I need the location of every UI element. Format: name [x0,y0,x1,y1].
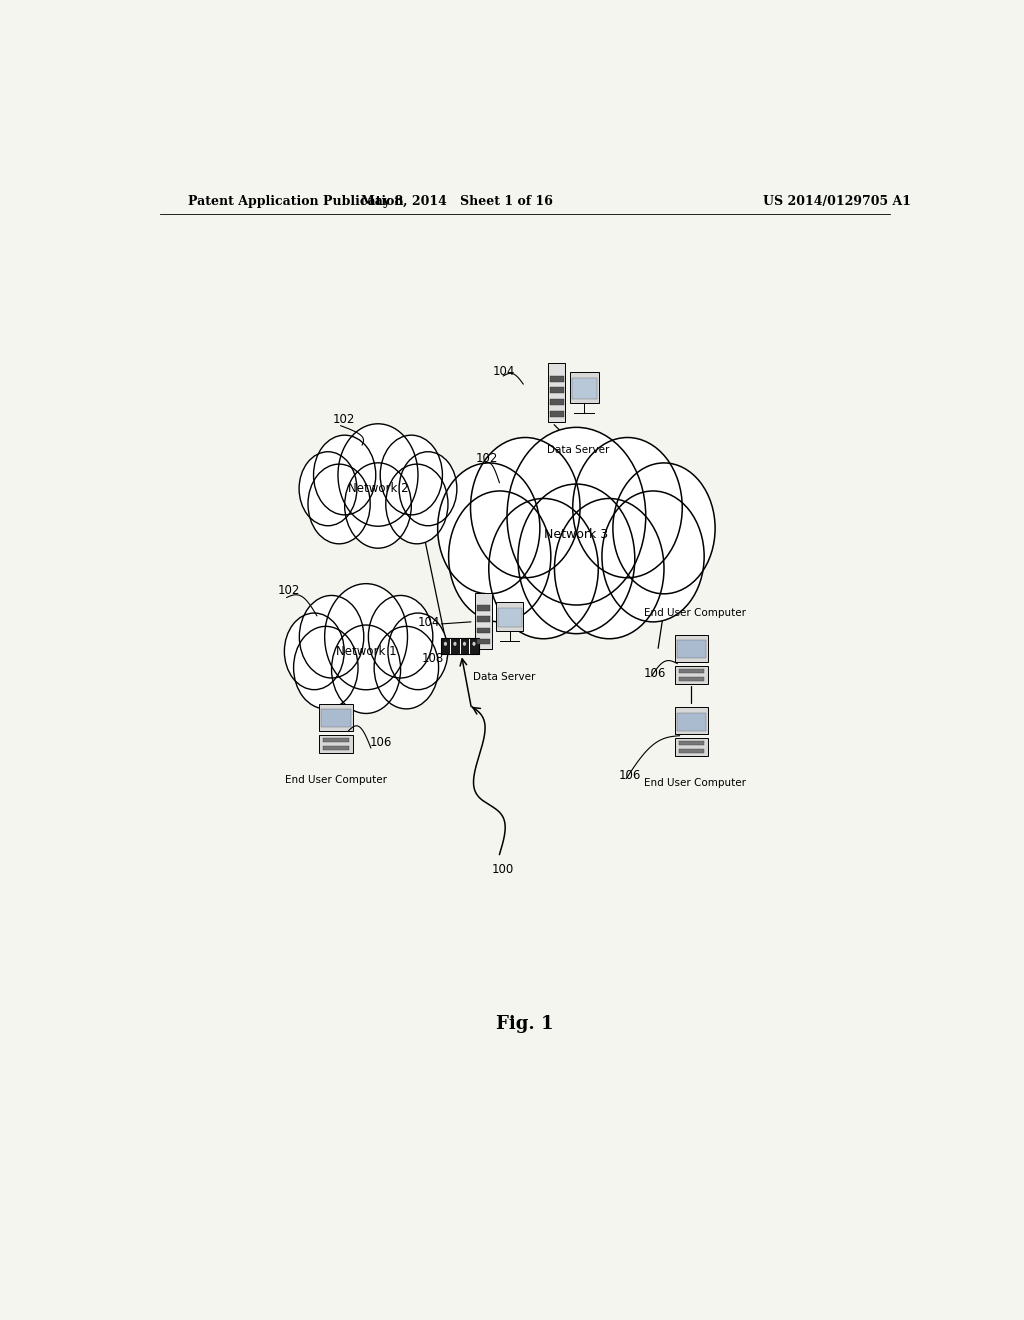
Circle shape [507,428,646,605]
Text: May 8, 2014   Sheet 1 of 16: May 8, 2014 Sheet 1 of 16 [361,194,553,207]
Text: Network 1: Network 1 [336,645,396,657]
Text: Data Server: Data Server [547,445,609,455]
FancyBboxPatch shape [477,605,489,611]
FancyBboxPatch shape [497,602,523,631]
Circle shape [454,642,457,645]
Circle shape [285,612,344,689]
FancyBboxPatch shape [571,379,597,399]
Circle shape [602,491,705,622]
Text: Data Server: Data Server [473,672,536,681]
Circle shape [380,436,442,515]
FancyBboxPatch shape [475,593,492,649]
Circle shape [472,642,475,645]
FancyBboxPatch shape [679,742,705,746]
FancyBboxPatch shape [550,399,563,405]
Circle shape [369,595,433,678]
FancyBboxPatch shape [477,627,489,634]
Circle shape [386,465,447,544]
Circle shape [299,451,357,525]
Circle shape [399,451,457,525]
Text: 104: 104 [494,366,515,379]
Text: End User Computer: End User Computer [285,775,387,785]
Circle shape [613,463,715,594]
FancyBboxPatch shape [570,372,599,403]
Circle shape [463,642,466,645]
Circle shape [313,436,376,515]
Circle shape [345,463,412,548]
Text: 106: 106 [618,768,641,781]
Text: End User Computer: End User Computer [644,607,746,618]
Circle shape [308,465,371,544]
Text: Fig. 1: Fig. 1 [496,1015,554,1034]
Text: Network 2: Network 2 [348,482,409,495]
Circle shape [488,499,598,639]
FancyBboxPatch shape [498,607,521,627]
Text: 106: 106 [644,667,667,680]
FancyBboxPatch shape [548,363,565,421]
Circle shape [299,595,364,678]
FancyBboxPatch shape [319,704,352,731]
Circle shape [518,484,635,634]
FancyBboxPatch shape [675,635,709,661]
Circle shape [572,437,682,578]
Text: 102: 102 [278,583,300,597]
FancyBboxPatch shape [324,738,348,742]
Circle shape [443,642,447,645]
Circle shape [470,437,580,578]
Text: Network 3: Network 3 [545,528,608,541]
Text: End User Computer: End User Computer [644,779,746,788]
FancyBboxPatch shape [677,713,707,730]
Circle shape [338,424,418,527]
Circle shape [554,499,664,639]
Text: 106: 106 [370,737,392,750]
FancyBboxPatch shape [322,709,350,727]
Circle shape [294,627,358,709]
Circle shape [437,463,540,594]
Text: 104: 104 [418,616,440,630]
Circle shape [500,437,653,632]
Circle shape [332,626,400,713]
Text: Patent Application Publication: Patent Application Publication [187,194,403,207]
FancyBboxPatch shape [679,669,705,673]
Circle shape [336,434,420,543]
FancyBboxPatch shape [477,639,489,644]
FancyBboxPatch shape [550,388,563,393]
FancyBboxPatch shape [319,735,352,752]
Circle shape [388,612,447,689]
FancyBboxPatch shape [675,708,709,734]
Circle shape [449,491,551,622]
FancyBboxPatch shape [677,640,707,659]
Text: 108: 108 [422,652,443,665]
FancyBboxPatch shape [477,616,489,622]
FancyBboxPatch shape [675,738,709,756]
FancyBboxPatch shape [440,638,479,655]
Text: 100: 100 [492,863,514,876]
Text: US 2014/0129705 A1: US 2014/0129705 A1 [763,194,911,207]
Circle shape [374,627,438,709]
Circle shape [323,595,410,708]
Text: 102: 102 [333,413,355,426]
FancyBboxPatch shape [679,748,705,752]
FancyBboxPatch shape [550,376,563,381]
FancyBboxPatch shape [675,665,709,684]
Circle shape [325,583,408,690]
FancyBboxPatch shape [324,746,348,750]
FancyBboxPatch shape [550,411,563,417]
Text: 102: 102 [475,451,498,465]
FancyBboxPatch shape [679,677,705,681]
